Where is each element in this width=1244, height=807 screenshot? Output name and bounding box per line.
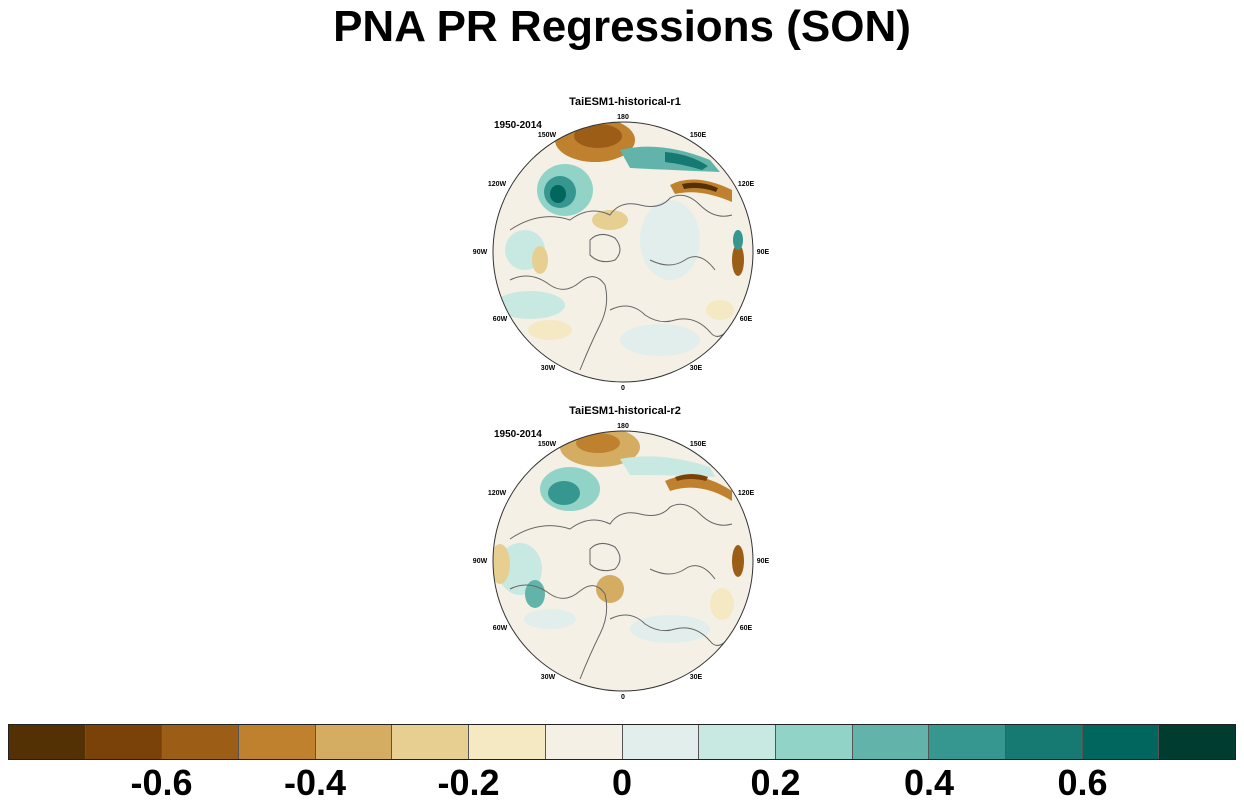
colorbar-segment [852, 725, 930, 759]
anomaly-patch [592, 210, 628, 230]
colorbar-segment [1082, 725, 1160, 759]
coastline [589, 234, 621, 263]
lon-label: 30W [541, 674, 556, 681]
colorbar-tick-label: 0.2 [750, 762, 801, 803]
anomaly-patch [596, 575, 624, 603]
coastline [649, 565, 716, 580]
anomaly-patch [732, 545, 744, 577]
lon-label: 90E [757, 249, 770, 256]
coastline [609, 614, 736, 646]
coastline [509, 584, 608, 680]
anomaly-patch [548, 481, 580, 505]
colorbar-segment [9, 725, 86, 759]
colorbar-segment [1005, 725, 1083, 759]
anomaly-patch [682, 182, 718, 192]
lon-label: 120W [488, 490, 507, 497]
colorbar-segment [392, 725, 470, 759]
lon-label: 60E [740, 316, 753, 323]
coastline [509, 503, 733, 540]
colorbar-segment [622, 725, 700, 759]
anomaly-patch [665, 475, 732, 501]
longitude-labels: 180 150E 120E 90E 60E 30E 0 30W 60W 90W … [473, 423, 770, 701]
coastline [609, 305, 736, 337]
colorbar-segment [162, 725, 240, 759]
lon-label: 60W [493, 316, 508, 323]
anomaly-patch [620, 456, 715, 477]
coastline [649, 256, 716, 271]
colorbar-tick-label: -0.4 [283, 762, 347, 803]
anomaly-patch [528, 320, 572, 340]
lon-label: 30E [690, 674, 703, 681]
map-panel-2: TaiESM1-historical-r2 1950-2014 [470, 405, 780, 705]
colorbar-segment [929, 725, 1006, 759]
longitude-labels: 180 150E 120E 90E 60E 30E 0 30W 60W 90W … [473, 114, 770, 392]
lon-label: 60E [740, 625, 753, 632]
anomaly-patch [665, 152, 708, 170]
colorbar-segment [85, 725, 163, 759]
polar-map-1: 180 150E 120E 90E 60E 30E 0 30W 60W 90W … [473, 114, 770, 392]
coastline [509, 275, 608, 371]
colorbar-segment [239, 725, 316, 759]
anomaly-patch [640, 200, 700, 280]
colorbar-tick-label: 0.4 [903, 762, 955, 803]
lon-label: 180 [617, 423, 629, 430]
colorbar-tick-label: 0.6 [1057, 762, 1108, 803]
anomaly-patch [550, 185, 566, 203]
anomaly-patch [706, 300, 734, 320]
lon-label: 30E [690, 365, 703, 372]
lon-label: 120E [738, 181, 755, 188]
anomaly-patch [630, 615, 710, 643]
lon-label: 120E [738, 490, 755, 497]
panel-period-2: 1950-2014 [494, 429, 542, 440]
anomaly-patch [493, 544, 510, 584]
panel-title-2: TaiESM1-historical-r2 [569, 405, 681, 417]
anomaly-patch [620, 324, 700, 356]
lon-label: 0 [621, 385, 625, 392]
lon-label: 60W [493, 625, 508, 632]
anomaly-patch [710, 588, 734, 620]
lon-label: 180 [617, 114, 629, 121]
anomaly-patch [733, 230, 743, 250]
colorbar-segment [1159, 725, 1235, 759]
panel-period-1: 1950-2014 [494, 120, 542, 131]
map-panel-1: TaiESM1-historical-r1 1950-2014 [470, 96, 780, 396]
anomaly-patch [524, 609, 576, 629]
lon-label: 30W [541, 365, 556, 372]
lon-label: 90W [473, 558, 488, 565]
page-title: PNA PR Regressions (SON) [333, 2, 911, 51]
lon-label: 150E [690, 441, 707, 448]
lon-label: 90W [473, 249, 488, 256]
lon-label: 120W [488, 181, 507, 188]
coastline [509, 194, 733, 231]
colorbar-segment [699, 725, 776, 759]
lon-label: 90E [757, 558, 770, 565]
lon-label: 150E [690, 132, 707, 139]
colorbar-segment [469, 725, 546, 759]
anomaly-patch [525, 580, 545, 608]
anomaly-patch [495, 291, 565, 319]
colorbar-segment [315, 725, 393, 759]
anomaly-patch [732, 244, 744, 276]
colorbar-segment [545, 725, 623, 759]
lon-label: 150W [538, 132, 557, 139]
lon-label: 150W [538, 441, 557, 448]
coastline [589, 543, 621, 572]
anomaly-patch [532, 246, 548, 274]
colorbar-tick-label: -0.2 [437, 762, 500, 803]
colorbar-tick-label: 0 [611, 762, 633, 803]
anomaly-patch [675, 474, 708, 481]
anomaly-patch [576, 433, 620, 453]
lon-label: 0 [621, 694, 625, 701]
colorbar-tick-label: -0.6 [130, 762, 193, 803]
panel-title-1: TaiESM1-historical-r1 [569, 96, 681, 108]
colorbar-segment [775, 725, 853, 759]
polar-map-2: 180 150E 120E 90E 60E 30E 0 30W 60W 90W … [473, 423, 770, 701]
colorbar [8, 724, 1236, 760]
anomaly-patch [574, 124, 622, 148]
